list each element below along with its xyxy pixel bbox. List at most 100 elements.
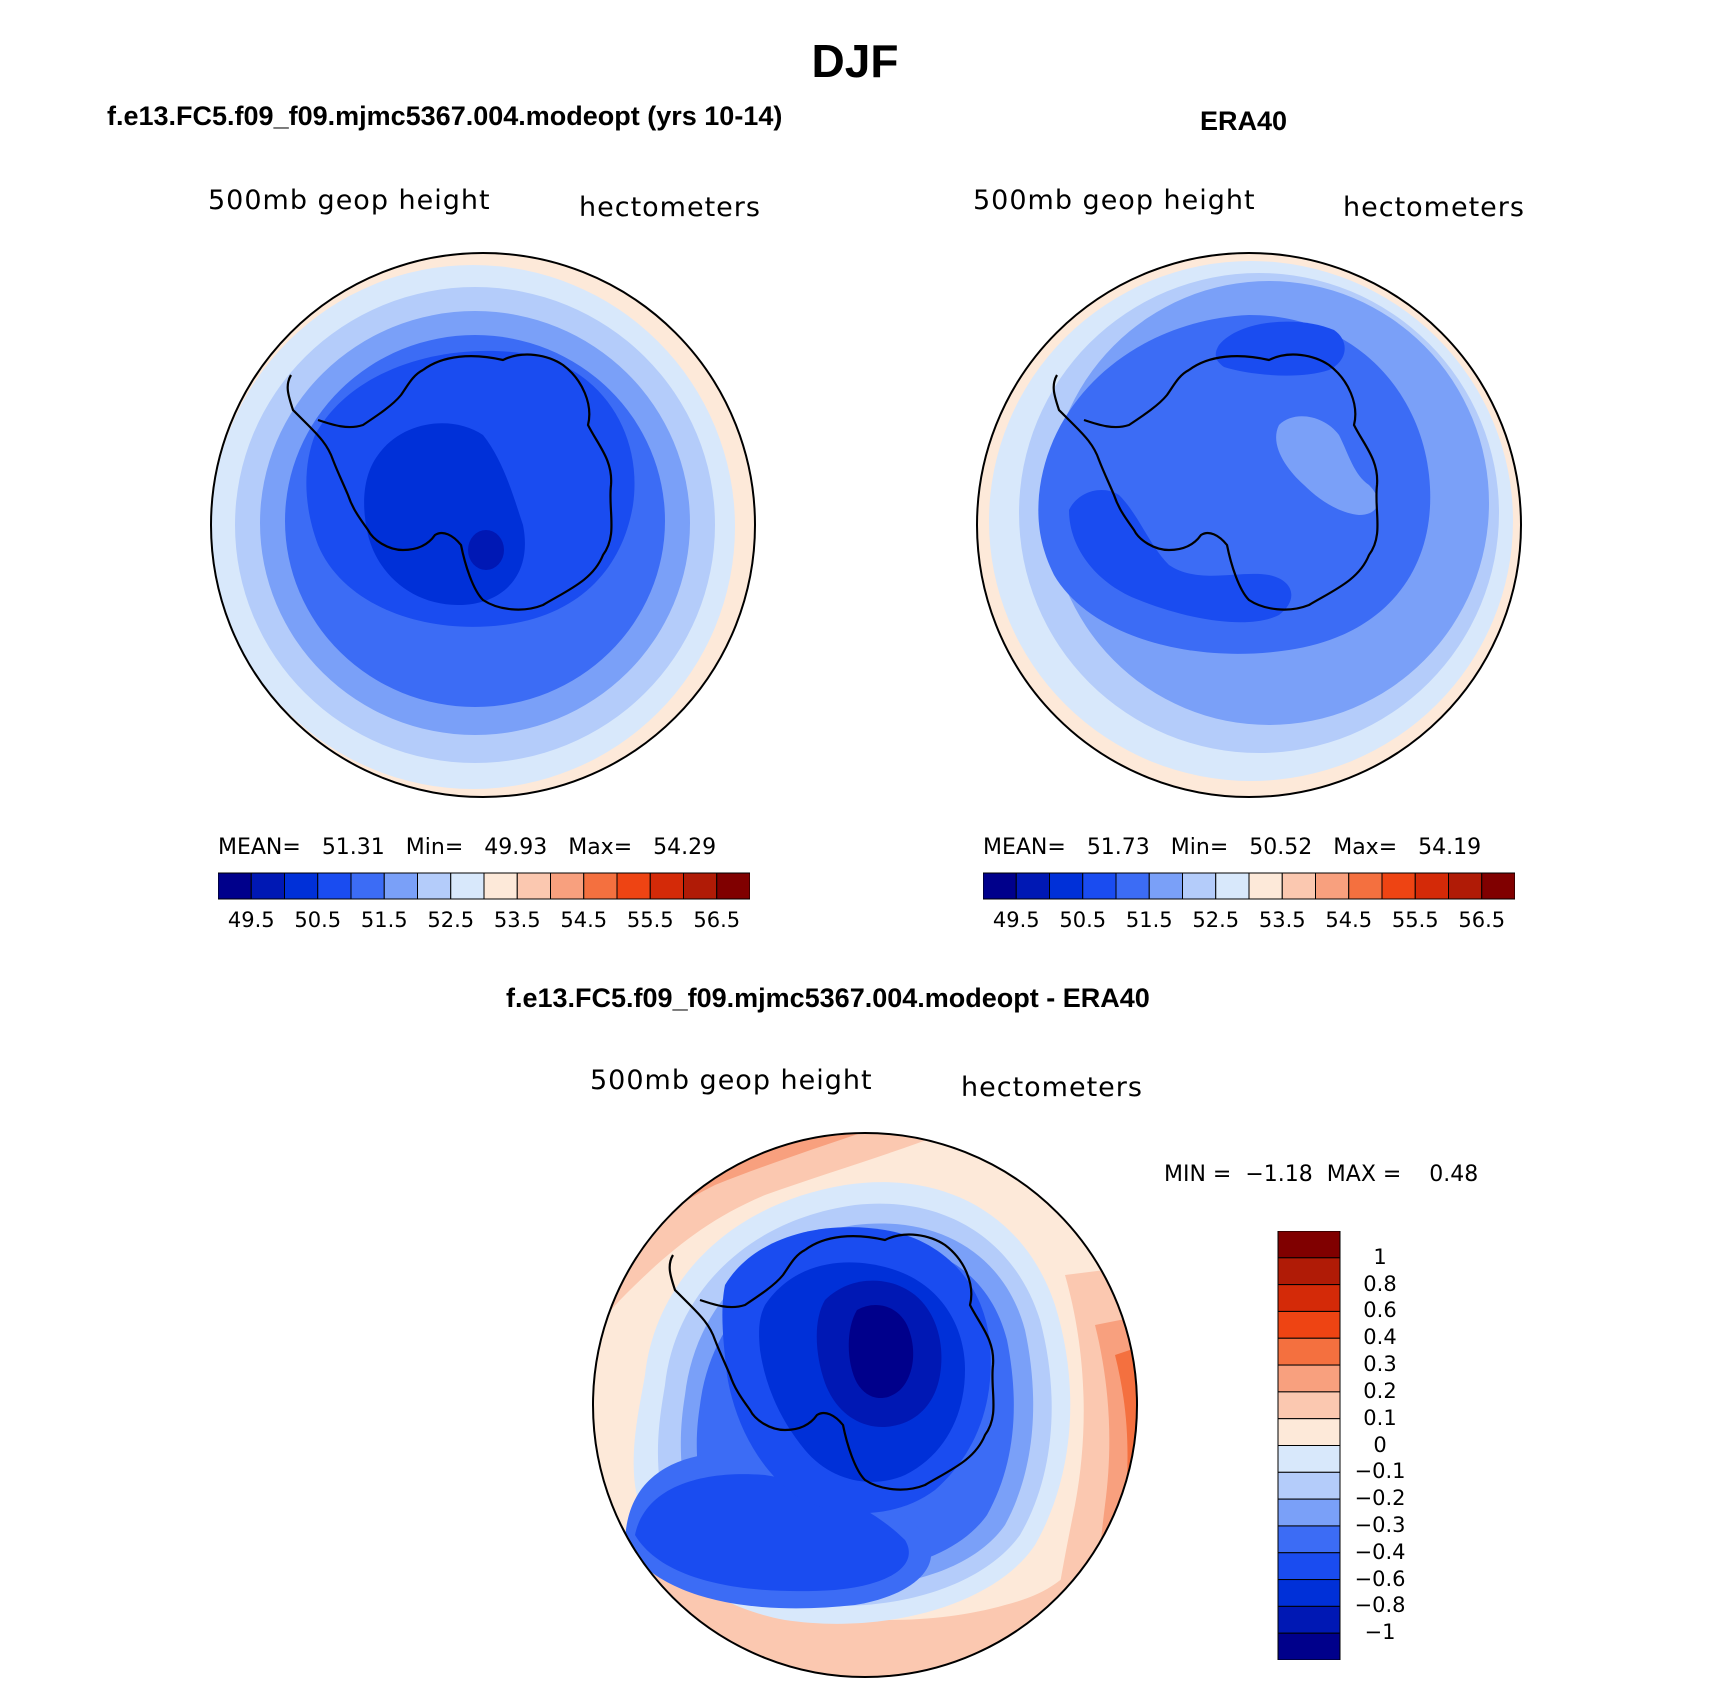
obs-colorbar-swatch xyxy=(1049,872,1084,900)
diff-colorbar-label: −1 xyxy=(1364,1620,1396,1645)
diff-colorbar-label: 0.4 xyxy=(1363,1325,1397,1350)
model-colorbar-swatch xyxy=(616,872,651,900)
obs-colorbar-label: 54.5 xyxy=(1325,908,1373,932)
model-panel-title: f.e13.FC5.f09_f09.mjmc5367.004.modeopt (… xyxy=(107,101,783,131)
model-colorbar-label: 55.5 xyxy=(626,908,674,932)
diff-colorbar-label: −0.3 xyxy=(1354,1512,1406,1537)
diff-min-value: −1.18 xyxy=(1245,1162,1313,1187)
diff-polar-map xyxy=(592,1132,1138,1678)
obs-colorbar-labels: 49.5 50.5 51.5 52.5 53.5 54.5 55.5 56.5 xyxy=(983,908,1515,938)
obs-colorbar-label: 56.5 xyxy=(1458,908,1506,932)
diff-colorbar-swatch xyxy=(1277,1257,1341,1286)
obs-colorbar-label: 53.5 xyxy=(1258,908,1306,932)
diff-colorbar-swatch xyxy=(1277,1418,1341,1446)
obs-units-label: hectometers xyxy=(1343,192,1525,223)
model-contour-band xyxy=(468,530,504,570)
model-colorbar-swatch xyxy=(450,872,485,900)
obs-colorbar-swatch xyxy=(1381,872,1416,900)
model-colorbar xyxy=(218,872,750,900)
diff-colorbar-swatch xyxy=(1277,1337,1341,1366)
model-colorbar-swatch xyxy=(350,872,385,900)
model-colorbar-swatch xyxy=(683,872,718,900)
obs-colorbar-swatch xyxy=(1315,872,1350,900)
diff-stats: MIN = −1.18 MAX = 0.48 xyxy=(1164,1162,1478,1187)
diff-colorbar-label: 1 xyxy=(1373,1244,1387,1269)
obs-coastline xyxy=(1052,353,1379,611)
obs-map-border xyxy=(976,252,1522,798)
obs-colorbar-label: 55.5 xyxy=(1391,908,1439,932)
diff-colorbar-label: −0.4 xyxy=(1354,1539,1406,1564)
model-colorbar-label: 54.5 xyxy=(560,908,608,932)
model-colorbar-swatch xyxy=(516,872,551,900)
obs-colorbar-label: 51.5 xyxy=(1125,908,1173,932)
diff-colorbar-label: 0.1 xyxy=(1363,1405,1397,1430)
obs-min-value: 50.52 xyxy=(1249,835,1313,860)
model-colorbar-label: 51.5 xyxy=(360,908,408,932)
model-colorbar-label: 49.5 xyxy=(227,908,275,932)
obs-colorbar-swatch xyxy=(983,872,1017,900)
model-max-value: 54.29 xyxy=(653,835,717,860)
model-map-border xyxy=(210,252,756,798)
diff-colorbar-label: −0.2 xyxy=(1354,1486,1406,1511)
diff-colorbar-label: −0.6 xyxy=(1354,1566,1406,1591)
diff-colorbar-swatch xyxy=(1277,1471,1341,1500)
obs-colorbar xyxy=(983,872,1515,900)
diff-max-value: 0.48 xyxy=(1429,1162,1479,1187)
obs-colorbar-swatch xyxy=(1248,872,1283,900)
diff-colorbar-label: 0.2 xyxy=(1363,1378,1397,1403)
obs-mean-label: MEAN= xyxy=(983,835,1066,860)
obs-colorbar-swatch xyxy=(1281,872,1316,900)
obs-colorbar-swatch xyxy=(1481,872,1515,900)
model-colorbar-label: 56.5 xyxy=(693,908,741,932)
diff-colorbar-swatch xyxy=(1277,1605,1341,1634)
obs-panel-title: ERA40 xyxy=(1200,106,1288,136)
model-colorbar-swatch xyxy=(218,872,252,900)
model-colorbar-swatch xyxy=(284,872,319,900)
obs-contour-band xyxy=(1069,490,1292,623)
model-colorbar-label: 52.5 xyxy=(427,908,475,932)
model-colorbar-label: 50.5 xyxy=(294,908,342,932)
diff-colorbar-swatch xyxy=(1277,1579,1341,1607)
obs-contour-band xyxy=(1215,321,1345,376)
diff-colorbar-label: −0.1 xyxy=(1354,1459,1406,1484)
obs-colorbar-swatch xyxy=(1015,872,1050,900)
obs-colorbar-label: 50.5 xyxy=(1059,908,1107,932)
model-colorbar-swatch xyxy=(250,872,285,900)
model-colorbar-label: 53.5 xyxy=(493,908,541,932)
model-polar-map xyxy=(210,252,756,798)
diff-colorbar-label: −0.8 xyxy=(1354,1593,1406,1618)
diff-colorbar xyxy=(1277,1231,1341,1660)
diff-colorbar-swatch xyxy=(1277,1445,1341,1473)
diff-colorbar-label: 0.3 xyxy=(1363,1352,1397,1377)
obs-colorbar-swatch xyxy=(1414,872,1449,900)
diff-variable-label: 500mb geop height xyxy=(590,1065,873,1096)
diff-colorbar-swatch xyxy=(1277,1498,1341,1527)
obs-contour-band xyxy=(1276,416,1378,515)
figure-title: DJF xyxy=(811,35,899,87)
model-colorbar-swatch xyxy=(716,872,750,900)
diff-colorbar-swatch xyxy=(1277,1632,1341,1660)
diff-colorbar-labels: 1 0.8 0.6 0.4 0.3 0.2 0.1 0 −0.1 −0.2 −0.3 −0.4 −0.6… xyxy=(1345,1231,1445,1661)
diff-colorbar-swatch xyxy=(1277,1284,1341,1312)
diff-colorbar-swatch xyxy=(1277,1310,1341,1339)
obs-max-label: Max= xyxy=(1333,835,1398,860)
model-min-label: Min= xyxy=(405,835,464,860)
model-stats: MEAN= 51.31 Min= 49.93 Max= 54.29 xyxy=(218,835,716,860)
obs-colorbar-swatch xyxy=(1448,872,1483,900)
model-variable-label: 500mb geop height xyxy=(208,185,491,216)
diff-coastline xyxy=(668,1233,995,1491)
obs-stats: MEAN= 51.73 Min= 50.52 Max= 54.19 xyxy=(983,835,1481,860)
model-min-value: 49.93 xyxy=(484,835,548,860)
obs-colorbar-swatch xyxy=(1148,872,1183,900)
obs-colorbar-label: 49.5 xyxy=(992,908,1040,932)
diff-colorbar-swatch xyxy=(1277,1231,1341,1259)
obs-polar-map xyxy=(976,252,1522,798)
model-colorbar-swatch xyxy=(483,872,518,900)
model-mean-label: MEAN= xyxy=(218,835,301,860)
obs-colorbar-swatch xyxy=(1115,872,1150,900)
diff-colorbar-label: 0.8 xyxy=(1363,1271,1397,1296)
diff-colorbar-label: 0.6 xyxy=(1363,1298,1397,1323)
model-colorbar-swatch xyxy=(383,872,418,900)
obs-min-label: Min= xyxy=(1170,835,1229,860)
diff-colorbar-swatch xyxy=(1277,1391,1341,1420)
